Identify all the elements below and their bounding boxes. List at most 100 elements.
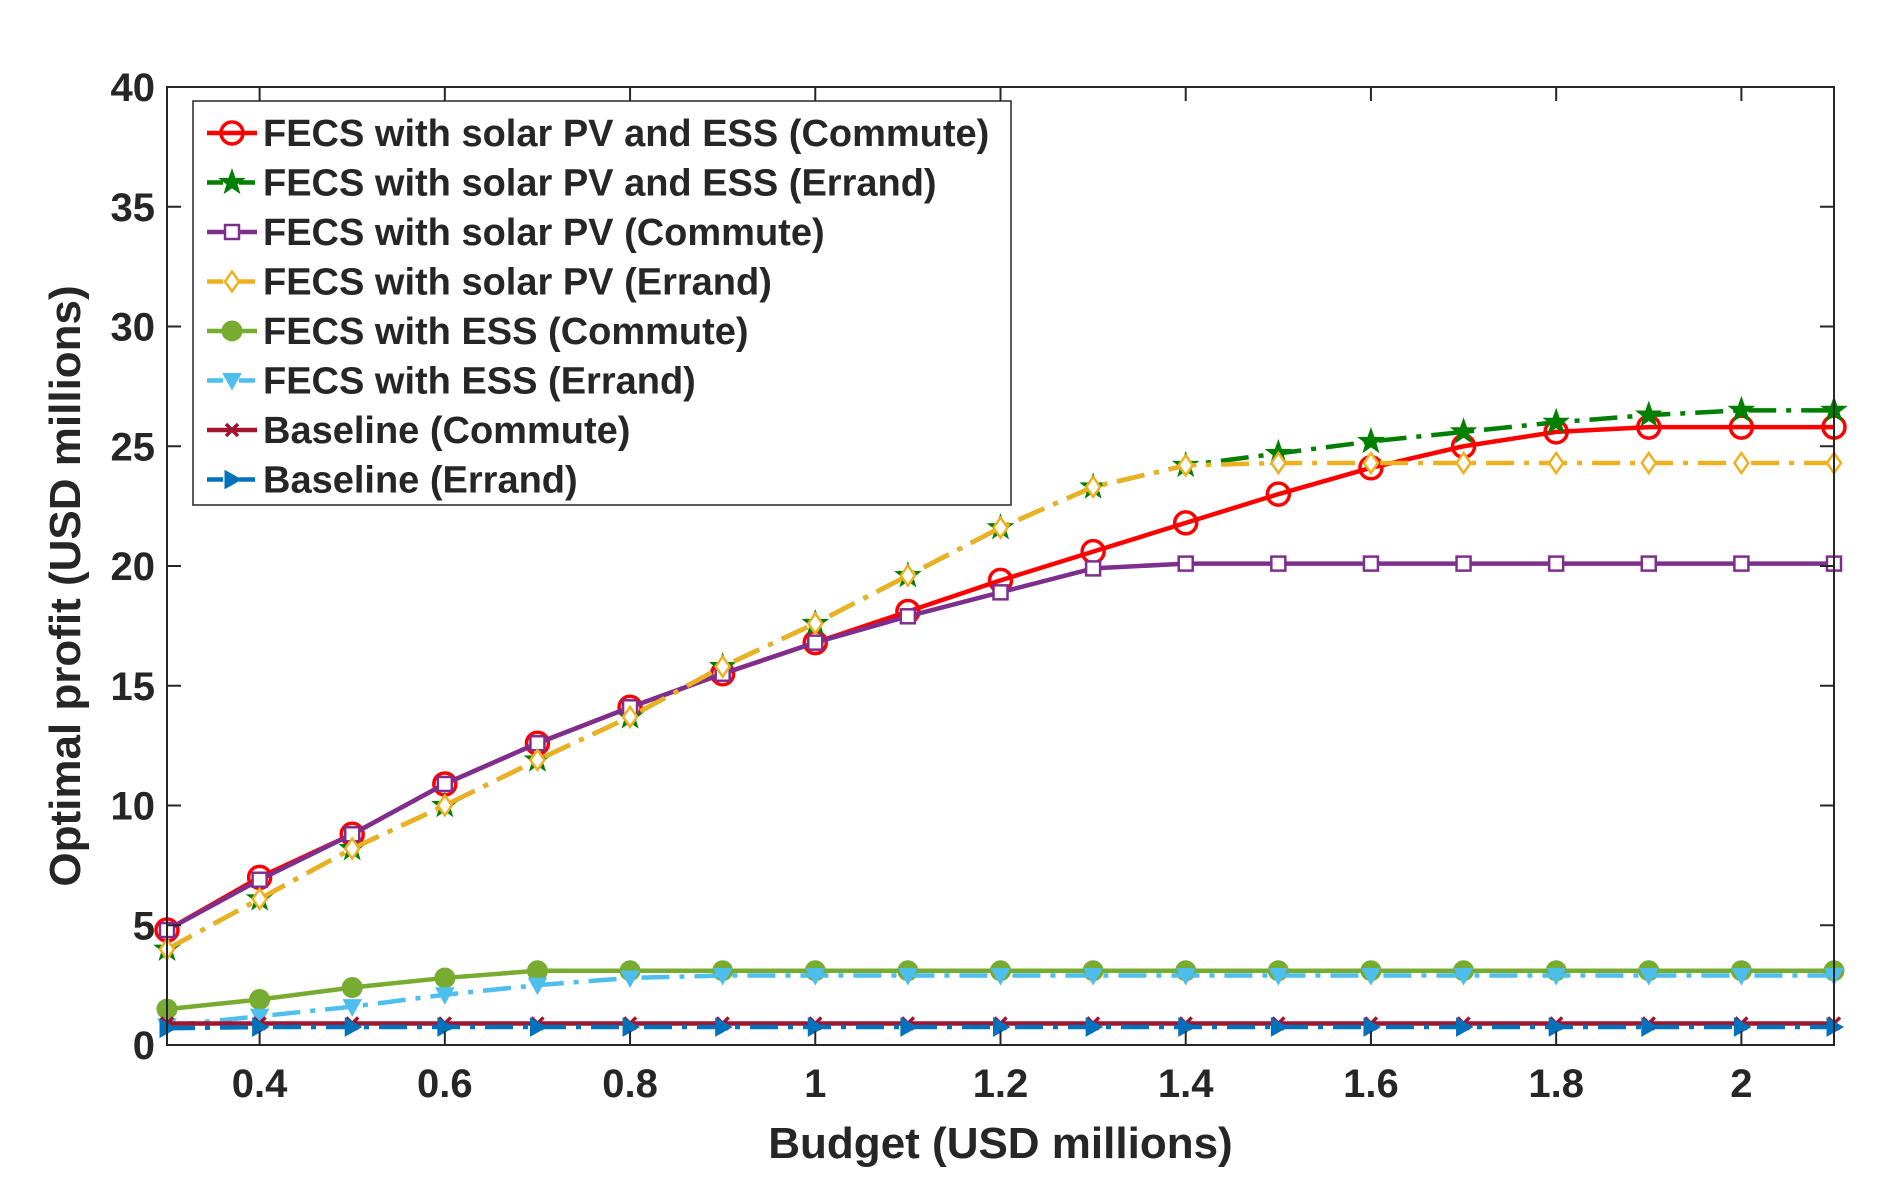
data-point bbox=[712, 968, 733, 986]
data-point bbox=[1634, 400, 1663, 427]
data-point bbox=[1084, 560, 1102, 577]
legend-entry: Baseline (Errand) bbox=[207, 460, 578, 502]
y-tick-label: 0 bbox=[133, 1024, 155, 1068]
x-tick-label: 0.6 bbox=[417, 1062, 473, 1106]
data-point bbox=[1270, 555, 1287, 572]
data-point bbox=[1268, 968, 1289, 986]
plot-area bbox=[153, 395, 1848, 1039]
data-point bbox=[1357, 426, 1385, 454]
data-point bbox=[1269, 450, 1287, 476]
y-tick-label: 35 bbox=[111, 186, 156, 230]
series-8 bbox=[159, 1017, 1845, 1039]
series-4 bbox=[158, 450, 1843, 962]
data-point bbox=[527, 977, 548, 996]
legend-label: FECS with ESS (Errand) bbox=[263, 361, 696, 403]
legend-marker bbox=[222, 373, 242, 391]
data-point bbox=[1083, 968, 1103, 986]
x-tick-label: 1 bbox=[804, 1062, 826, 1106]
data-point bbox=[714, 654, 732, 679]
data-point bbox=[1362, 450, 1380, 476]
data-point bbox=[1542, 407, 1570, 435]
data-point bbox=[1455, 450, 1473, 476]
x-tick-label: 1.4 bbox=[1158, 1062, 1214, 1106]
data-point bbox=[1640, 450, 1658, 476]
legend-marker bbox=[221, 320, 243, 342]
data-point bbox=[251, 886, 269, 912]
data-point bbox=[1453, 968, 1474, 986]
data-point bbox=[1177, 453, 1195, 478]
y-axis-label: Optimal profit (USD millions) bbox=[41, 285, 90, 886]
x-tick-label: 1.6 bbox=[1343, 1062, 1399, 1106]
data-point bbox=[1362, 555, 1380, 572]
data-point bbox=[1455, 555, 1472, 572]
legend-marker bbox=[224, 469, 243, 490]
legend-label: FECS with solar PV and ESS (Errand) bbox=[263, 163, 937, 205]
legend-entry: FECS with solar PV and ESS (Commute) bbox=[207, 113, 989, 155]
legend-entry: FECS with solar PV (Commute) bbox=[207, 212, 825, 254]
data-point bbox=[1172, 510, 1199, 536]
x-tick-label: 2 bbox=[1730, 1062, 1752, 1106]
legend-marker bbox=[223, 223, 241, 241]
legend-marker bbox=[223, 269, 241, 294]
data-point bbox=[620, 970, 640, 988]
data-point bbox=[249, 988, 271, 1010]
x-tick-label: 1.8 bbox=[1528, 1062, 1584, 1106]
data-point bbox=[251, 871, 268, 888]
data-point bbox=[805, 968, 826, 986]
legend-entry: FECS with solar PV and ESS (Errand) bbox=[207, 163, 937, 205]
data-point bbox=[621, 704, 639, 730]
data-point bbox=[991, 515, 1010, 540]
legend-label: FECS with ESS (Commute) bbox=[263, 311, 749, 353]
data-point bbox=[436, 793, 454, 818]
data-point bbox=[715, 1017, 733, 1037]
legend-label: FECS with solar PV (Errand) bbox=[263, 262, 772, 304]
data-point bbox=[1731, 968, 1752, 986]
y-tick-label: 25 bbox=[111, 425, 156, 469]
legend-box bbox=[192, 100, 1012, 506]
legend-label: Baseline (Errand) bbox=[263, 460, 578, 502]
data-point bbox=[341, 977, 363, 999]
legend-marker bbox=[218, 167, 246, 195]
data-point bbox=[807, 634, 824, 651]
y-tick-label: 40 bbox=[111, 66, 156, 110]
x-tick-label: 0.4 bbox=[232, 1062, 288, 1106]
data-point bbox=[899, 563, 917, 588]
data-point bbox=[434, 987, 455, 1005]
data-point bbox=[528, 747, 546, 773]
legend-label: Baseline (Commute) bbox=[263, 410, 630, 452]
data-point bbox=[990, 968, 1011, 986]
data-point bbox=[900, 1017, 918, 1037]
y-tick-label: 10 bbox=[111, 785, 156, 829]
y-tick-label: 5 bbox=[133, 904, 155, 948]
data-point bbox=[436, 775, 454, 793]
data-point bbox=[992, 584, 1009, 601]
x-tick-label: 0.8 bbox=[602, 1062, 658, 1106]
data-point bbox=[344, 1017, 363, 1037]
legend-label: FECS with solar PV and ESS (Commute) bbox=[263, 113, 989, 155]
data-point bbox=[1641, 1017, 1659, 1037]
data-point bbox=[1177, 555, 1194, 572]
data-point bbox=[1547, 450, 1565, 476]
x-axis-label: Budget (USD millions) bbox=[768, 1119, 1232, 1168]
legend-entry: Baseline (Commute) bbox=[207, 410, 630, 452]
data-point bbox=[1547, 555, 1565, 572]
legend-marker bbox=[224, 422, 240, 438]
data-point bbox=[1361, 968, 1381, 986]
data-point bbox=[1732, 450, 1750, 476]
data-point bbox=[1265, 481, 1292, 507]
data-point bbox=[529, 1017, 548, 1037]
data-point bbox=[1270, 1017, 1289, 1037]
data-point bbox=[1084, 474, 1102, 500]
data-point bbox=[1733, 555, 1750, 572]
x-tick-label: 1.2 bbox=[973, 1062, 1029, 1106]
data-point bbox=[1546, 968, 1567, 986]
data-point bbox=[1727, 395, 1756, 423]
data-point bbox=[1085, 1017, 1104, 1037]
legend-label: FECS with solar PV (Commute) bbox=[263, 212, 825, 254]
legend-entry: FECS with ESS (Errand) bbox=[207, 361, 696, 403]
data-point bbox=[898, 968, 918, 986]
y-tick-label: 15 bbox=[111, 665, 156, 709]
data-point bbox=[342, 999, 363, 1017]
